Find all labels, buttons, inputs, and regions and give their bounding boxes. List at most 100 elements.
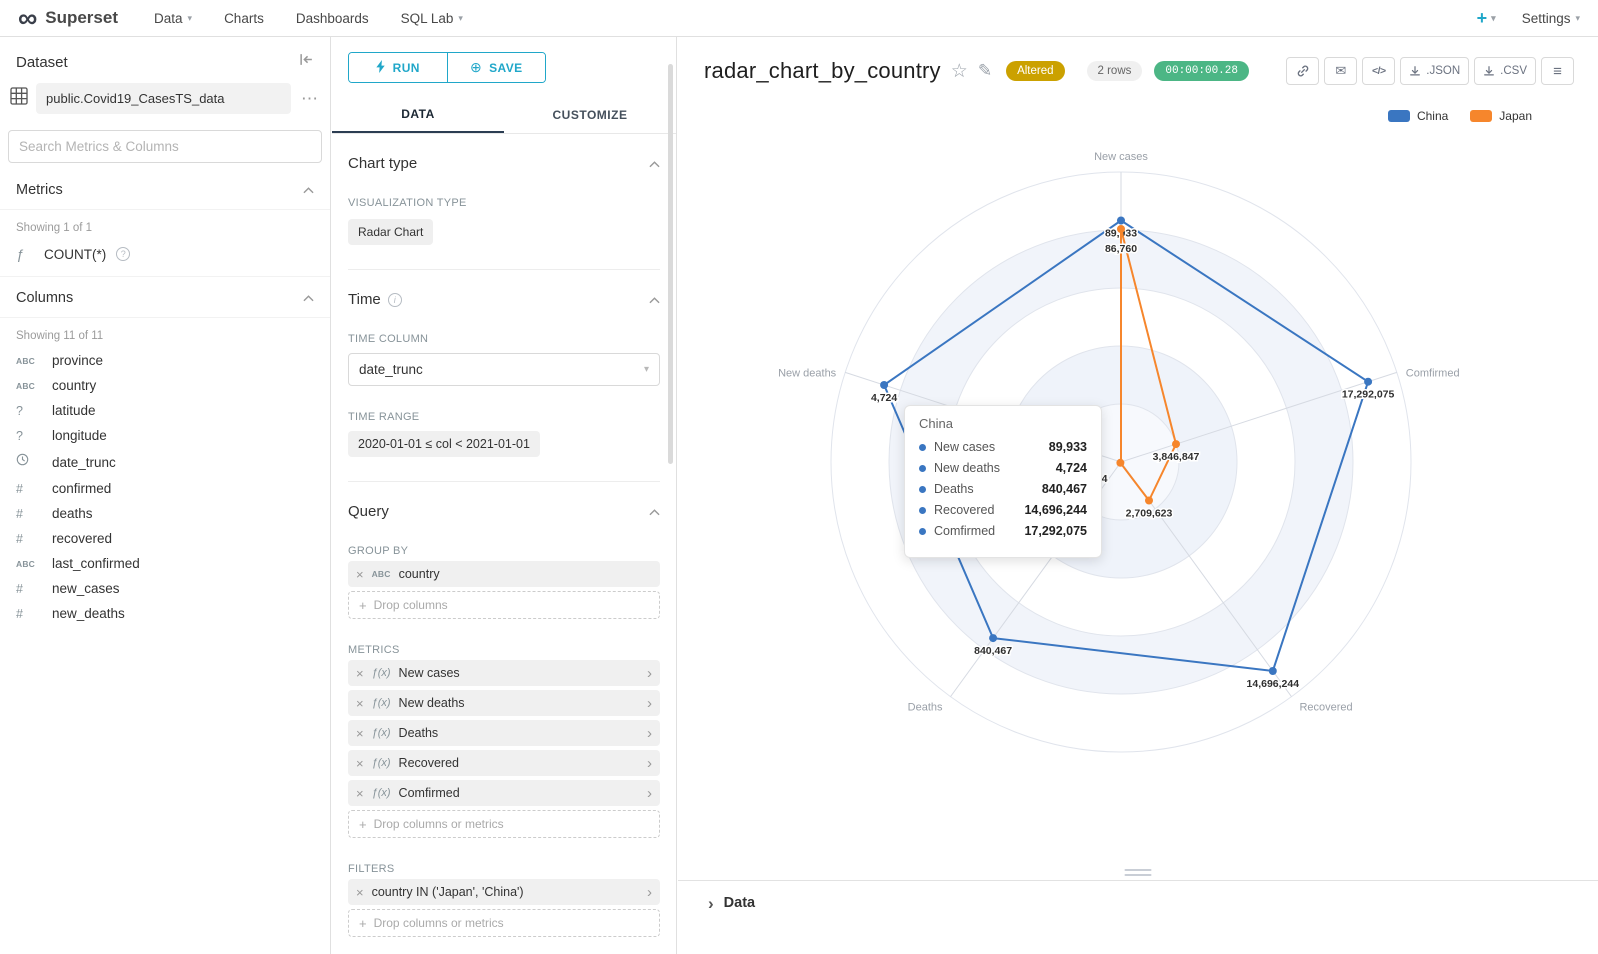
embed-code-button[interactable]: </> xyxy=(1362,57,1396,85)
export-json-button[interactable]: .JSON xyxy=(1400,57,1470,85)
time-column-select[interactable]: date_trunc ▾ xyxy=(348,353,660,386)
edit-icon[interactable]: ✎ xyxy=(977,61,993,80)
remove-icon[interactable]: × xyxy=(356,566,364,582)
settings-menu[interactable]: Settings ▾ xyxy=(1521,10,1580,26)
viz-type-chip[interactable]: Radar Chart xyxy=(348,219,434,245)
metrics-showing-count: Showing 1 of 1 xyxy=(16,222,93,234)
search-input[interactable] xyxy=(8,130,322,163)
superset-logo-icon: ∞ xyxy=(18,3,38,33)
expand-caret-icon[interactable]: › xyxy=(708,894,714,913)
metric-pill[interactable]: × ƒ(x) New cases › xyxy=(348,660,660,686)
metric-item[interactable]: ƒ COUNT(*) ? xyxy=(0,240,330,277)
column-item[interactable]: # new_cases xyxy=(16,581,120,596)
numeric-type-icon: # xyxy=(16,581,23,596)
unknown-type-icon: ? xyxy=(16,403,23,418)
nav-item-dashboards[interactable]: Dashboards xyxy=(295,10,369,26)
remove-icon[interactable]: × xyxy=(356,665,364,681)
remove-icon[interactable]: × xyxy=(356,695,364,711)
remove-icon[interactable]: × xyxy=(356,725,364,741)
radar-chart[interactable]: New cases Comfirmed Recovered Deaths New dea… xyxy=(678,97,1598,880)
run-button[interactable]: RUN xyxy=(349,53,447,82)
tab-customize[interactable]: CUSTOMIZE xyxy=(552,108,628,122)
chevron-up-icon xyxy=(303,181,314,199)
column-item[interactable]: # confirmed xyxy=(16,481,112,496)
metric-pill[interactable]: × ƒ(x) Comfirmed › xyxy=(348,780,660,806)
column-item[interactable]: # recovered xyxy=(16,531,113,546)
remove-icon[interactable]: × xyxy=(356,755,364,771)
scrollbar-thumb[interactable] xyxy=(668,64,673,464)
nav-item-charts[interactable]: Charts xyxy=(224,10,264,26)
column-item[interactable]: # deaths xyxy=(16,506,93,521)
text-type-icon: ABC xyxy=(16,558,36,569)
export-csv-button[interactable]: .CSV xyxy=(1474,57,1536,85)
save-button[interactable]: ⊕ SAVE xyxy=(446,53,545,82)
group-by-pill[interactable]: × ABC country xyxy=(348,561,660,587)
metric-pill[interactable]: × ƒ(x) Deaths › xyxy=(348,720,660,746)
column-item[interactable]: ABC country xyxy=(16,378,97,393)
legend-item-china[interactable]: China xyxy=(1387,109,1448,123)
group-by-list: × ABC country xyxy=(348,561,660,587)
group-by-label: GROUP BY xyxy=(348,545,409,557)
column-item[interactable]: ABC province xyxy=(16,353,104,368)
time-type-icon xyxy=(16,453,44,471)
filter-pill[interactable]: × country IN ('Japan', 'China') › xyxy=(348,879,660,905)
function-icon: ƒ(x) xyxy=(371,697,391,709)
tooltip-row: New cases 89,933 xyxy=(919,440,1087,454)
svg-text:840,467: 840,467 xyxy=(974,645,1012,657)
metrics-section-header[interactable]: Metrics xyxy=(0,169,330,210)
email-button[interactable]: ✉ xyxy=(1324,57,1358,85)
time-section-header[interactable]: Time i xyxy=(348,291,660,308)
columns-section-header[interactable]: Columns xyxy=(0,277,330,318)
chart-type-section-header[interactable]: Chart type xyxy=(348,155,660,172)
metrics-drop-zone[interactable]: + Drop columns or metrics xyxy=(348,810,660,838)
column-item[interactable]: ABC last_confirmed xyxy=(16,556,140,571)
column-item[interactable]: ? latitude xyxy=(16,403,96,418)
table-grid-icon xyxy=(10,87,28,110)
column-item[interactable]: date_trunc xyxy=(0,448,330,476)
more-options-icon[interactable]: ⋯ xyxy=(301,88,318,108)
results-pane: › Data xyxy=(678,869,1598,954)
chart-menu-button[interactable]: ≡ xyxy=(1541,57,1574,85)
metric-pill[interactable]: × ƒ(x) New deaths › xyxy=(348,690,660,716)
query-section-header[interactable]: Query xyxy=(348,503,660,520)
function-icon: ƒ xyxy=(16,246,24,262)
caret-right-icon: › xyxy=(647,724,652,742)
numeric-type-icon: # xyxy=(16,531,23,546)
query-timer-badge: 00:00:00.28 xyxy=(1154,61,1249,81)
info-icon: i xyxy=(387,292,402,307)
column-item[interactable]: ? longitude xyxy=(16,428,107,443)
dataset-name[interactable]: public.Covid19_CasesTS_data xyxy=(36,83,291,114)
tooltip-row: Recovered 14,696,244 xyxy=(919,503,1087,517)
time-range-pill[interactable]: 2020-01-01 ≤ col < 2021-01-01 xyxy=(348,431,540,457)
svg-text:New cases: New cases xyxy=(1094,151,1148,163)
star-icon[interactable]: ☆ xyxy=(950,60,968,82)
column-item[interactable]: # new_deaths xyxy=(16,606,125,621)
nav-item-data[interactable]: Data ▾ xyxy=(154,10,193,26)
help-icon[interactable]: ? xyxy=(116,247,131,261)
download-icon xyxy=(1484,66,1495,76)
text-type-icon: ABC xyxy=(16,355,36,366)
chart-legend: China Japan xyxy=(1387,109,1532,123)
add-new-button[interactable]: + ▾ xyxy=(1477,8,1496,29)
altered-badge[interactable]: Altered xyxy=(1006,61,1065,81)
group-by-drop-zone[interactable]: + Drop columns xyxy=(348,591,660,619)
cache-link-button[interactable] xyxy=(1286,57,1320,85)
caret-right-icon: › xyxy=(647,754,652,772)
email-icon: ✉ xyxy=(1335,63,1347,78)
chevron-up-icon xyxy=(649,155,660,172)
remove-icon[interactable]: × xyxy=(356,884,364,900)
tooltip-row: Deaths 840,467 xyxy=(919,482,1087,496)
metric-pill[interactable]: × ƒ(x) Recovered › xyxy=(348,750,660,776)
numeric-type-icon: # xyxy=(16,506,23,521)
filters-drop-zone[interactable]: + Drop columns or metrics xyxy=(348,909,660,937)
time-range-label: TIME RANGE xyxy=(348,411,420,423)
collapse-panel-icon[interactable] xyxy=(299,53,314,71)
legend-item-japan[interactable]: Japan xyxy=(1470,109,1532,123)
resize-drag-handle[interactable] xyxy=(1124,866,1152,879)
brand-name[interactable]: Superset xyxy=(45,8,118,27)
remove-icon[interactable]: × xyxy=(356,785,364,801)
results-data-label[interactable]: Data xyxy=(723,895,756,911)
nav-item-sql-lab[interactable]: SQL Lab ▾ xyxy=(400,10,463,26)
tab-data[interactable]: DATA xyxy=(332,97,504,133)
chart-title[interactable]: radar_chart_by_country xyxy=(704,58,941,83)
